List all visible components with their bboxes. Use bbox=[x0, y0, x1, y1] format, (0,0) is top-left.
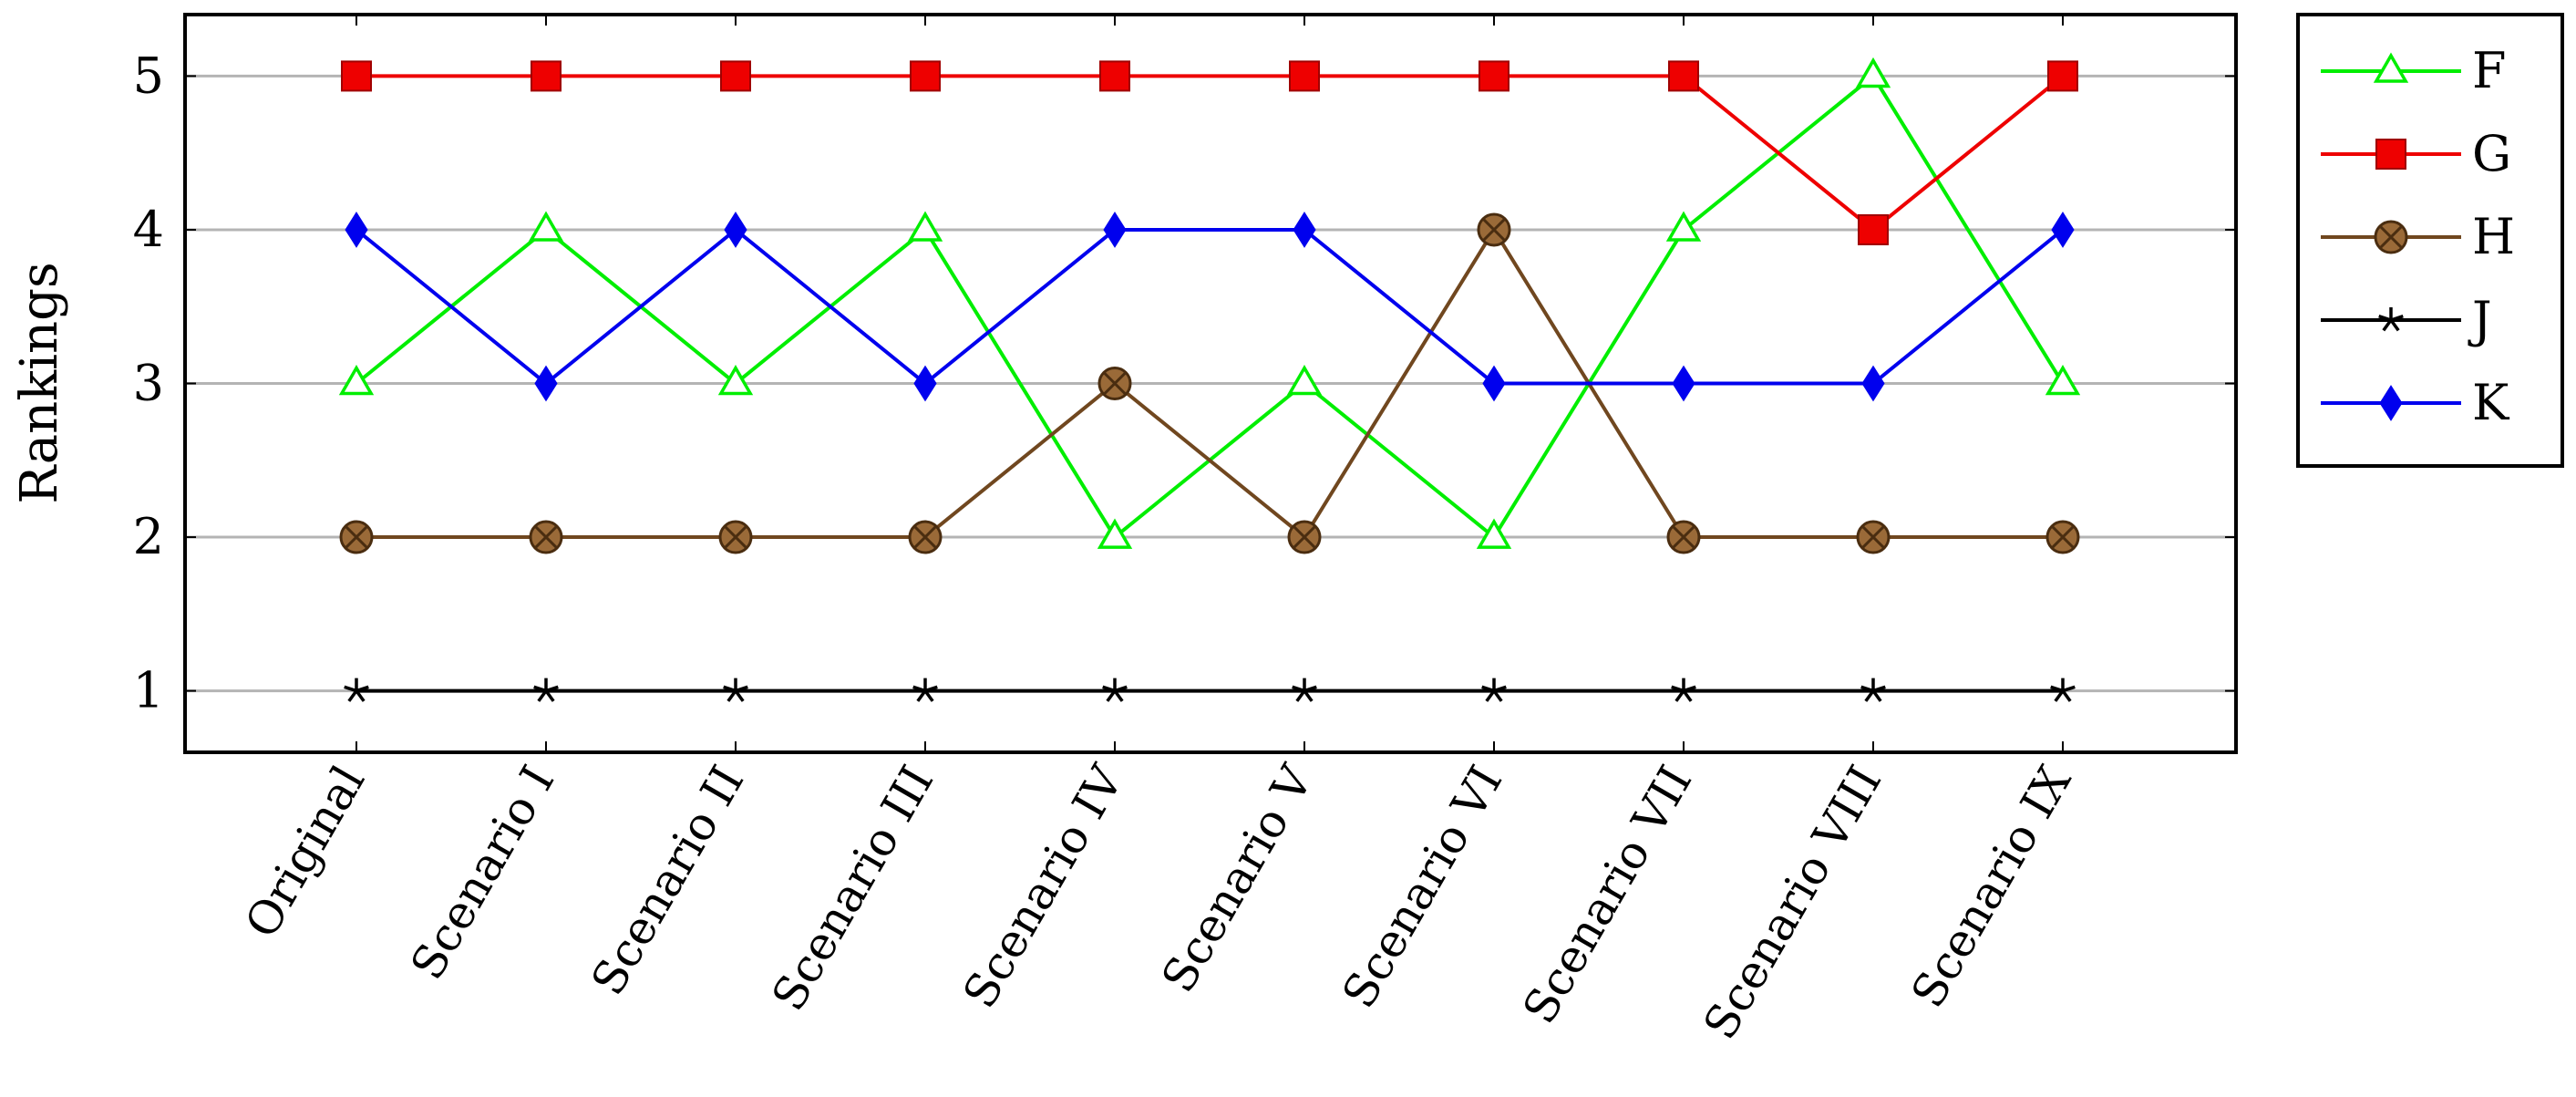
series-G-point bbox=[1289, 60, 1320, 92]
series-H-point bbox=[1287, 520, 1322, 554]
x-tick-label: Scenario IV bbox=[953, 756, 1133, 1017]
y-tick-label: 2 bbox=[133, 508, 164, 565]
series-K-point bbox=[724, 212, 747, 248]
series-J-point bbox=[1102, 678, 1128, 702]
series-G-line bbox=[356, 74, 2065, 233]
legend-label: F bbox=[2472, 42, 2506, 99]
series-F bbox=[338, 57, 2081, 549]
series-K-point bbox=[1482, 365, 1506, 402]
series-F-point bbox=[907, 211, 943, 242]
legend-entry-K: K bbox=[2321, 374, 2510, 431]
series-K-point bbox=[1861, 365, 1885, 402]
series-J-point bbox=[344, 678, 369, 702]
series-H-point bbox=[1856, 520, 1891, 554]
x-tick-label: Scenario I bbox=[400, 757, 564, 988]
series-K-point bbox=[2379, 385, 2403, 421]
series-K-point bbox=[1672, 365, 1695, 402]
series-G-point bbox=[720, 60, 751, 92]
series-H-point bbox=[2045, 520, 2080, 554]
series-F-point bbox=[2373, 52, 2409, 83]
series-F-point bbox=[1286, 364, 1323, 396]
series-H bbox=[339, 212, 2080, 554]
series-G-point bbox=[2047, 60, 2078, 92]
series-G-point bbox=[1099, 60, 1130, 92]
legend-label: K bbox=[2472, 374, 2510, 431]
series-F-point bbox=[1855, 57, 1891, 88]
series-J bbox=[344, 678, 2076, 702]
series-H-point bbox=[1477, 212, 1511, 247]
x-tick-label: Original bbox=[235, 757, 376, 947]
series-G bbox=[341, 60, 2078, 245]
series-H-point bbox=[908, 520, 943, 554]
series-J-point bbox=[912, 678, 938, 702]
y-axis-label: Rankings bbox=[10, 262, 69, 503]
series-K-point bbox=[913, 365, 937, 402]
series-H-point bbox=[2374, 220, 2408, 254]
legend-label: H bbox=[2472, 208, 2515, 265]
x-tick-label: Scenario V bbox=[1151, 756, 1324, 1001]
series-K-line bbox=[355, 227, 2065, 387]
series-J-point bbox=[1292, 678, 1317, 702]
x-tick-label: Scenario VIII bbox=[1694, 757, 1892, 1048]
series-K-point bbox=[345, 212, 368, 248]
series-J-point bbox=[1860, 678, 1886, 702]
series-G-point bbox=[1668, 60, 1699, 92]
y-tick-label: 1 bbox=[133, 662, 164, 719]
x-tick-label: Scenario VI bbox=[1332, 757, 1512, 1017]
series-F-point bbox=[1665, 211, 1702, 242]
series-K-point bbox=[2051, 212, 2075, 248]
series-F-point bbox=[338, 364, 375, 396]
series-J-point bbox=[2378, 307, 2404, 332]
series-H-point bbox=[1666, 520, 1701, 554]
legend-entry-H: H bbox=[2321, 208, 2515, 265]
legend-box bbox=[2296, 13, 2564, 468]
y-tick-labels: 1 2 3 4 5 bbox=[133, 47, 164, 719]
series-group bbox=[338, 57, 2081, 702]
series-K bbox=[345, 212, 2075, 402]
series-G-point bbox=[2375, 139, 2406, 170]
series-H-point bbox=[339, 520, 374, 554]
x-tick-label: Scenario III bbox=[762, 757, 944, 1019]
series-F-point bbox=[717, 364, 754, 396]
x-tick-labels: Original Scenario I Scenario II Scenario II… bbox=[235, 756, 2082, 1048]
series-H-point bbox=[718, 520, 753, 554]
series-F-line bbox=[355, 73, 2065, 541]
series-K-point bbox=[1293, 212, 1316, 248]
series-H-point bbox=[529, 520, 563, 554]
series-K-point bbox=[534, 365, 558, 402]
series-F-point bbox=[528, 211, 564, 242]
series-F-point bbox=[1097, 518, 1133, 549]
series-G-point bbox=[341, 60, 372, 92]
series-J-point bbox=[1481, 678, 1507, 702]
x-tick-label: Scenario IX bbox=[1901, 757, 2082, 1017]
series-G-point bbox=[1858, 213, 1889, 245]
series-H-line bbox=[356, 226, 2063, 541]
series-J-point bbox=[533, 678, 559, 702]
series-F-point bbox=[1476, 518, 1512, 549]
series-J-point bbox=[1671, 678, 1696, 702]
legend-entry-G: G bbox=[2321, 125, 2511, 182]
legend-entry-F: F bbox=[2321, 42, 2506, 99]
legend-label: J bbox=[2468, 291, 2492, 348]
y-tick-label: 3 bbox=[133, 355, 164, 412]
series-F-point bbox=[2045, 364, 2081, 396]
y-tick-label: 4 bbox=[133, 201, 164, 258]
x-tick-label: Scenario VII bbox=[1512, 757, 1702, 1032]
series-G-point bbox=[1479, 60, 1510, 92]
series-J-point bbox=[2050, 678, 2076, 702]
series-J-point bbox=[723, 678, 748, 702]
series-G-point bbox=[531, 60, 562, 92]
series-H-point bbox=[1097, 367, 1132, 400]
series-G-point bbox=[910, 60, 941, 92]
legend-entry-J: J bbox=[2321, 291, 2492, 348]
y-tick-label: 5 bbox=[133, 47, 164, 104]
plot-frame bbox=[183, 13, 2238, 754]
series-K-point bbox=[1103, 212, 1127, 248]
legend-label: G bbox=[2472, 125, 2511, 182]
x-tick-label: Scenario II bbox=[582, 757, 755, 1004]
